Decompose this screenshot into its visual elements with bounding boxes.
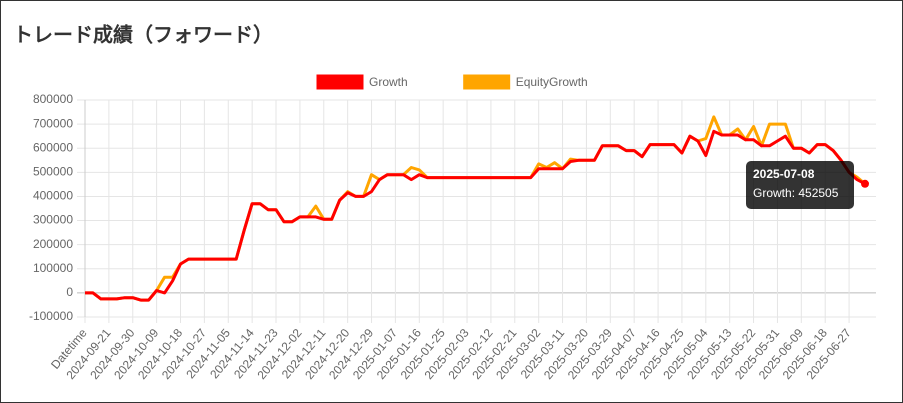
y-tick-label: 0 — [66, 285, 73, 299]
legend-label: EquityGrowth — [516, 75, 588, 89]
legend-swatch — [316, 74, 364, 90]
y-tick-label: 600000 — [33, 140, 73, 154]
legend-label: Growth — [369, 75, 408, 89]
y-tick-label: 500000 — [33, 165, 73, 179]
y-tick-label: 300000 — [33, 213, 73, 227]
chart-title: トレード成績（フォワード） — [13, 23, 273, 47]
tooltip-series: Growth — [753, 186, 792, 200]
y-tick-label: 700000 — [33, 116, 73, 130]
tooltip-value: 452505 — [798, 186, 838, 200]
tooltip-label: Growth: 452505 — [753, 186, 839, 200]
y-tick-label: 800000 — [33, 92, 73, 106]
tooltip-title: 2025-07-08 — [753, 167, 815, 181]
tooltip-box — [746, 161, 854, 209]
y-tick-label: 400000 — [33, 189, 73, 203]
series-line — [85, 115, 866, 302]
y-tick-label: -100000 — [29, 309, 73, 323]
active-point — [861, 179, 869, 188]
legend-swatch — [463, 74, 511, 90]
y-tick-label: 200000 — [33, 237, 73, 251]
y-tick-label: 100000 — [33, 261, 73, 275]
series-line — [85, 129, 866, 302]
tooltip-sep: : — [792, 186, 799, 200]
